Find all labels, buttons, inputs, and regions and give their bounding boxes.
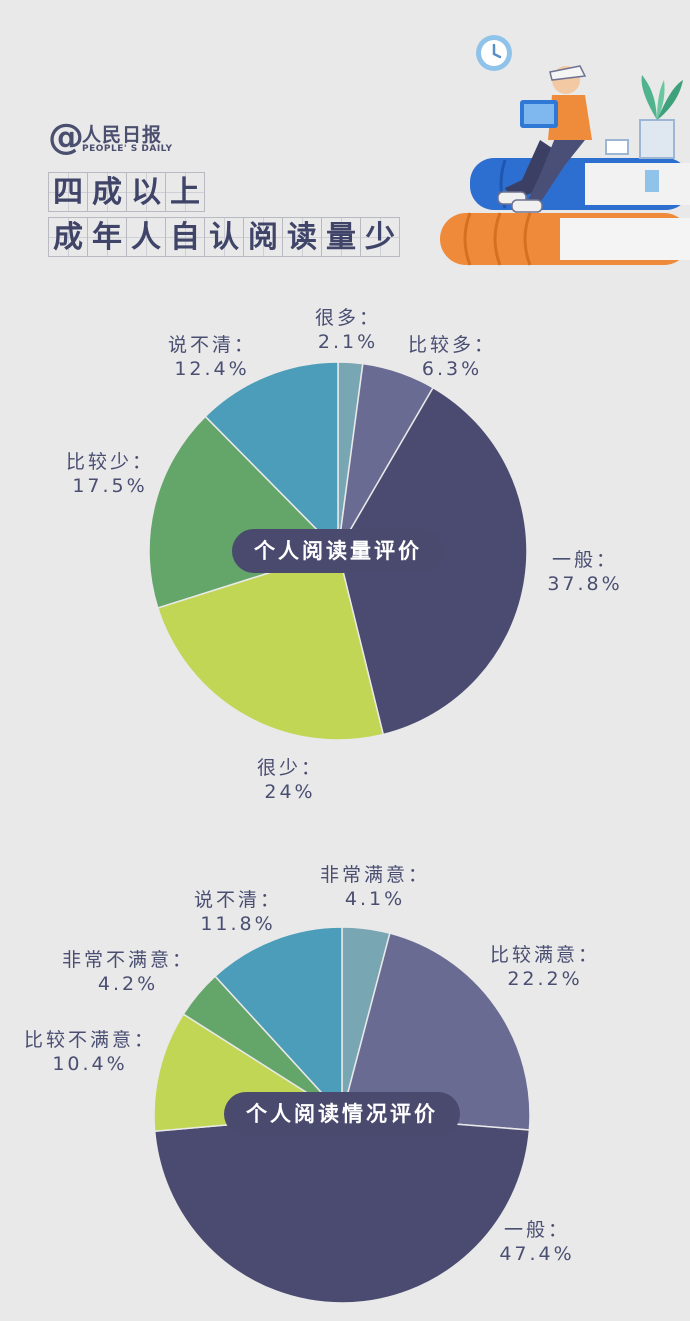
headline-char: 阅 <box>243 217 283 257</box>
brand-at-symbol: @ <box>48 117 84 158</box>
pie-slice-label: 说不清： 12.4% <box>168 333 256 381</box>
slice-value: 4.2% <box>97 973 159 995</box>
slice-category: 说不清： <box>193 889 283 911</box>
headline-char: 自 <box>165 217 205 257</box>
slice-value: 37.8% <box>547 573 623 595</box>
pie-slice <box>204 361 339 553</box>
headline-char: 少 <box>360 217 400 257</box>
headline-char: 年 <box>87 217 127 257</box>
pie-slice <box>214 926 343 1117</box>
slice-value: 12.4% <box>174 358 250 380</box>
slice-category: 非常满意： <box>319 864 431 886</box>
reader-figure <box>497 65 592 213</box>
headline-char: 上 <box>165 172 205 212</box>
reading-illustration <box>440 35 690 266</box>
pie-slice-label: 比较少： 17.5% <box>66 450 154 498</box>
headline-line-2: 成年人自认阅读量少 <box>48 217 400 257</box>
pie-slice-label: 比较多： 6.3% <box>408 333 496 381</box>
slice-category: 非常不满意： <box>61 949 195 971</box>
slice-value: 10.4% <box>52 1053 128 1075</box>
slice-category: 很多： <box>314 307 382 329</box>
slice-value: 47.4% <box>499 1243 575 1265</box>
brand-name: 人民日报 <box>82 124 163 146</box>
headline-char: 成 <box>87 172 127 212</box>
pie-2-title: 个人阅读情况评价 <box>224 1092 460 1136</box>
clock-icon <box>476 35 512 71</box>
pie-slice-label: 很少： 24% <box>257 756 323 804</box>
pie-slice <box>156 550 385 741</box>
slice-category: 比较少： <box>65 451 155 473</box>
slice-value: 24% <box>264 781 316 803</box>
slice-value: 17.5% <box>72 475 148 497</box>
slice-category: 一般： <box>551 549 619 571</box>
headline-char: 以 <box>126 172 166 212</box>
brand-name-en: PEOPLE' S DAILY <box>82 144 173 154</box>
pie-slice-label: 非常满意： 4.1% <box>320 863 430 911</box>
pie-slice-label: 一般： 47.4% <box>499 1218 574 1266</box>
slice-category: 一般： <box>503 1219 571 1241</box>
slice-category: 说不清： <box>167 334 257 356</box>
cup-icon <box>605 139 629 155</box>
pie-slice-label: 很多： 2.1% <box>315 306 381 354</box>
slice-category: 很少： <box>256 757 324 779</box>
pie-slice <box>153 1114 531 1304</box>
pie-slice-label: 比较满意： 22.2% <box>490 943 600 991</box>
pie-slice-label: 比较不满意： 10.4% <box>24 1028 156 1076</box>
pie-1-title: 个人阅读量评价 <box>232 529 444 573</box>
slice-category: 比较不满意： <box>23 1029 157 1051</box>
slice-category: 比较多： <box>407 334 497 356</box>
pie-slice-label: 说不清： 11.8% <box>194 888 282 936</box>
headline-char: 量 <box>321 217 361 257</box>
slice-value: 6.3% <box>421 358 483 380</box>
headline-char: 人 <box>126 217 166 257</box>
slice-value: 22.2% <box>507 968 583 990</box>
slice-value: 4.1% <box>344 888 406 910</box>
plant-icon <box>639 75 683 159</box>
headline-char: 四 <box>48 172 88 212</box>
brand-logo: @ 人民日报 PEOPLE' S DAILY <box>48 118 178 158</box>
pie-slice-label: 一般： 37.8% <box>547 548 622 596</box>
slice-value: 11.8% <box>200 913 276 935</box>
headline-char: 认 <box>204 217 244 257</box>
pie-slice-label: 非常不满意： 4.2% <box>62 948 194 996</box>
slice-value: 2.1% <box>317 331 379 353</box>
slice-category: 比较满意： <box>489 944 601 966</box>
headline-line-1: 四成以上 <box>48 172 205 212</box>
pie-slice <box>341 932 531 1131</box>
headline-char: 读 <box>282 217 322 257</box>
